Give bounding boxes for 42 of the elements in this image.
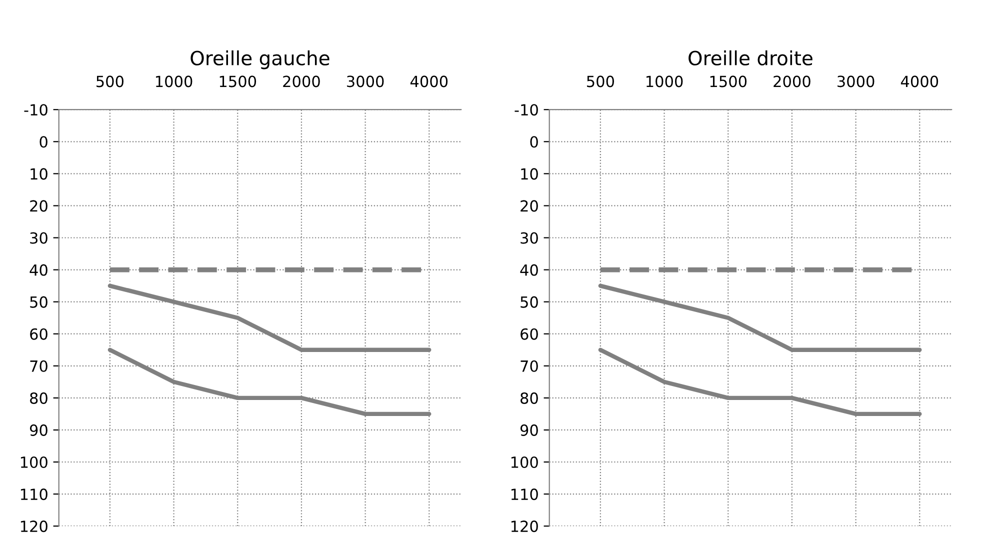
x-tick-label: 500	[96, 76, 124, 88]
x-tick-label: 1500	[220, 76, 256, 88]
y-tick-label: 110	[511, 488, 538, 500]
y-tick-label: 80	[520, 392, 538, 404]
y-tick-label: 50	[30, 296, 48, 308]
y-tick-label: 40	[520, 264, 538, 276]
y-tick-label: 10	[30, 168, 48, 180]
x-tick-label: 1000	[646, 76, 683, 88]
y-tick-label: 10	[521, 168, 538, 180]
y-tick-label: 100	[511, 456, 538, 468]
y-tick-label: 0	[530, 136, 538, 148]
x-tick-label: 3000	[347, 76, 384, 88]
chart-title: Oreille droite	[688, 50, 812, 66]
x-tick-label: 2000	[774, 76, 810, 88]
y-tick-label: 100	[20, 456, 48, 468]
y-tick-label: 110	[20, 488, 48, 500]
y-tick-label: -10	[514, 104, 538, 116]
y-tick-label: 80	[30, 392, 48, 404]
y-tick-label: 60	[30, 328, 48, 340]
y-tick-label: 30	[30, 232, 48, 244]
y-tick-label: 40	[30, 264, 48, 276]
y-tick-label: 90	[520, 424, 538, 436]
y-tick-label: 120	[20, 520, 48, 532]
y-tick-label: 90	[30, 424, 48, 436]
y-tick-label: 70	[520, 360, 538, 372]
x-tick-label: 2000	[283, 76, 320, 88]
y-tick-label: 70	[30, 360, 48, 372]
y-tick-label: 50	[520, 296, 538, 308]
y-tick-label: 20	[520, 200, 538, 212]
y-tick-label: -10	[24, 104, 48, 116]
x-tick-label: 1500	[710, 76, 747, 88]
y-tick-label: 60	[520, 328, 538, 340]
y-tick-label: 120	[511, 520, 538, 532]
y-tick-label: 0	[40, 136, 48, 148]
x-tick-label: 4000	[900, 76, 938, 88]
chart-title: Oreille gauche	[190, 50, 330, 70]
x-tick-label: 3000	[838, 76, 874, 88]
x-tick-label: 500	[587, 76, 614, 88]
x-tick-label: 1000	[156, 76, 192, 88]
y-tick-label: 20	[30, 200, 48, 212]
y-tick-label: 30	[520, 232, 538, 244]
x-tick-label: 4000	[410, 76, 448, 88]
